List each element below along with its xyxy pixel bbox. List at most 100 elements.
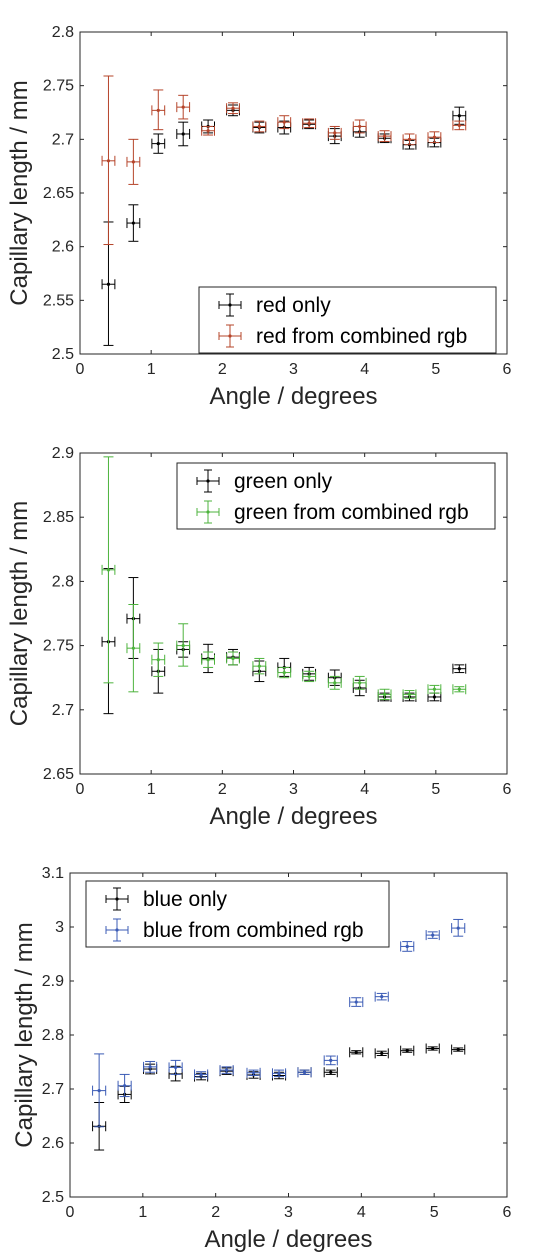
series-1: [101, 568, 467, 715]
data-point: [400, 941, 415, 952]
point-marker: [174, 1065, 178, 1069]
point-marker: [224, 1068, 229, 1072]
y-tick-label: 2.85: [43, 509, 74, 526]
point-marker: [380, 995, 384, 999]
data-point: [425, 930, 440, 941]
point-marker: [181, 644, 185, 648]
point-marker: [432, 695, 437, 699]
data-point: [176, 623, 191, 667]
point-marker: [257, 124, 261, 129]
data-point: [452, 120, 467, 131]
point-marker: [432, 687, 437, 691]
point-marker: [131, 160, 135, 164]
x-tick-label: 3: [284, 1204, 293, 1221]
point-marker: [206, 129, 210, 133]
data-point: [101, 75, 116, 246]
data-point: [277, 115, 292, 130]
data-point: [427, 131, 442, 144]
x-axis-label: Angle / degrees: [204, 1226, 372, 1253]
y-axis-label: Capillary length / mm: [11, 922, 38, 1147]
data-point: [219, 1065, 234, 1076]
point-marker: [457, 114, 461, 118]
legend-entry-1: green only: [196, 469, 333, 493]
legend-symbol-marker: [228, 303, 232, 307]
legend-box: [85, 880, 390, 948]
legend-entry-2: blue from combined rgb: [105, 918, 364, 942]
point-marker: [257, 664, 261, 668]
data-point: [226, 102, 240, 115]
point-marker: [231, 106, 235, 110]
x-tick-label: 6: [503, 361, 512, 378]
y-axis-label: Capillary length / mm: [6, 80, 33, 305]
data-point: [101, 456, 116, 684]
legend-symbol-marker: [206, 510, 210, 514]
data-point: [451, 918, 466, 937]
data-point: [349, 1047, 364, 1058]
data-point: [452, 663, 467, 674]
point-marker: [277, 1071, 281, 1075]
legend-entry-1: red only: [218, 293, 331, 317]
x-tick-label: 1: [147, 781, 156, 798]
point-marker: [148, 1065, 152, 1069]
y-tick-label: 2.75: [43, 638, 74, 655]
data-point: [277, 666, 292, 679]
point-marker: [333, 131, 337, 135]
data-point: [327, 125, 342, 140]
point-marker: [432, 135, 437, 139]
series-2: [101, 456, 467, 701]
legend-box: [198, 286, 497, 354]
point-marker: [251, 1071, 256, 1075]
x-axis-label: Angle / degrees: [209, 803, 377, 830]
data-point: [297, 1067, 312, 1078]
point-marker: [354, 1000, 358, 1004]
data-point: [176, 121, 191, 147]
data-point: [252, 657, 267, 675]
point-marker: [206, 658, 210, 662]
x-tick-label: 5: [431, 361, 440, 378]
legend-symbol-marker: [115, 928, 119, 932]
data-point: [402, 689, 417, 700]
legend-label: red only: [256, 294, 331, 317]
point-marker: [156, 142, 160, 146]
y-tick-label: 3: [55, 919, 64, 936]
point-marker: [97, 1089, 101, 1093]
data-point: [151, 642, 166, 677]
data-point: [323, 1055, 338, 1066]
data-point: [151, 133, 166, 154]
x-tick-label: 5: [431, 781, 440, 798]
point-marker: [431, 1046, 435, 1051]
y-tick-label: 2.6: [42, 1135, 64, 1152]
point-marker: [407, 137, 412, 141]
x-tick-label: 3: [289, 781, 298, 798]
x-tick-label: 4: [357, 1204, 366, 1221]
point-marker: [329, 1058, 333, 1062]
legend-label: blue only: [143, 888, 228, 911]
point-marker: [106, 568, 111, 572]
data-point: [374, 991, 389, 1002]
y-tick-label: 2.7: [52, 131, 74, 148]
x-tick-label: 6: [503, 781, 512, 798]
data-point: [168, 1059, 183, 1075]
data-point: [451, 1044, 466, 1055]
y-tick-label: 2.8: [42, 1027, 64, 1044]
data-point: [427, 684, 442, 695]
data-point: [151, 89, 166, 131]
point-marker: [354, 1050, 358, 1054]
x-tick-label: 3: [289, 361, 298, 378]
chart-panel-2: 0 1 2 3 4 5 6 2.65 2.7 2.75 2.8 2.85 2.9 Angle / degr…: [6, 445, 512, 830]
y-tick-label: 2.9: [42, 973, 64, 990]
legend-entry-2: green from combined rgb: [196, 500, 469, 524]
point-marker: [307, 121, 311, 125]
chart-panel-3: 0 1 2 3 4 5 6 2.5 2.6 2.7 2.8 2.9 3 3.1 Angle / degree…: [11, 865, 512, 1253]
data-point: [352, 675, 367, 690]
legend: red only red from combined rgb: [198, 286, 497, 354]
point-marker: [282, 120, 286, 124]
series-2: [92, 918, 466, 1128]
point-marker: [199, 1072, 203, 1077]
y-axis-label: Capillary length / mm: [6, 501, 33, 726]
point-marker: [181, 105, 185, 109]
x-axis-label: Angle / degrees: [209, 383, 377, 410]
x-tick-label: 0: [76, 781, 85, 798]
data-point: [246, 1067, 261, 1078]
